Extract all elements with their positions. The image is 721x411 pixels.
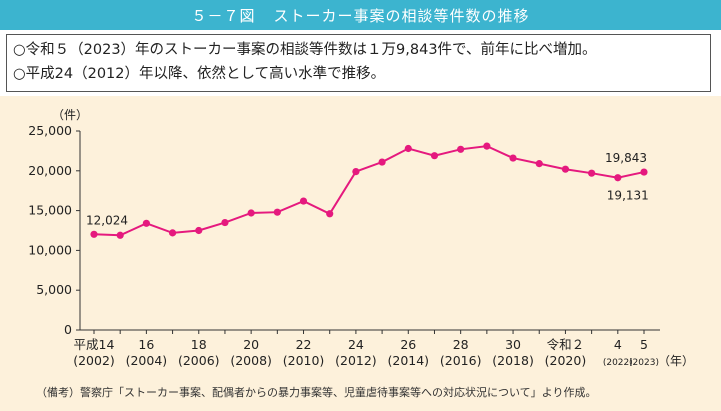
x-tick-label: 30 <box>505 337 521 352</box>
x-tick-label: 5 <box>640 337 648 352</box>
x-tick-sublabel: (2023) <box>629 358 659 368</box>
data-point <box>90 230 98 238</box>
data-label: 19,843 <box>605 151 647 165</box>
data-point <box>116 231 124 239</box>
data-point <box>614 174 622 182</box>
x-tick-label: 令和２ <box>547 337 585 352</box>
data-point <box>457 145 465 153</box>
x-tick-label: 4 <box>614 337 622 352</box>
x-tick-sublabel: (2010) <box>283 353 325 368</box>
data-point <box>273 208 281 216</box>
figure-title: ストーカー事案の相談等件数の推移 <box>273 6 530 25</box>
series-line <box>93 145 645 237</box>
figure-title-bar: ５－７図 ストーカー事案の相談等件数の推移 <box>0 0 721 30</box>
data-label: 19,131 <box>607 189 649 203</box>
x-tick-label: 26 <box>400 337 416 352</box>
data-point <box>483 142 491 150</box>
x-tick-sublabel: (2014) <box>387 353 429 368</box>
y-tick-label: 10,000 <box>28 242 72 257</box>
data-point <box>221 218 229 227</box>
x-tick-label: 18 <box>191 337 207 352</box>
x-tick-sublabel: (2012) <box>335 353 377 368</box>
data-point <box>247 209 255 217</box>
x-tick-sublabel: (2020) <box>545 353 587 368</box>
data-point <box>299 197 308 205</box>
x-tick-label: 24 <box>348 337 364 352</box>
data-point <box>378 158 386 166</box>
data-point <box>588 169 596 177</box>
data-point <box>535 160 543 168</box>
x-tick-sublabel: (2002) <box>73 353 115 368</box>
data-point <box>142 219 150 227</box>
y-tick-label: 20,000 <box>28 163 72 178</box>
data-point <box>640 168 648 176</box>
summary-line-2: ○平成24（2012）年以降、依然として高い水準で推移。 <box>13 66 386 82</box>
data-point <box>168 229 177 237</box>
y-axis-label: （件） <box>52 108 88 122</box>
data-label: 12,024 <box>86 213 128 227</box>
figure-number: ５－７図 <box>191 6 256 25</box>
y-tick-label: 5,000 <box>36 282 72 297</box>
x-tick-sublabel: (2006) <box>178 353 220 368</box>
source-note: （備考）警察庁「ストーカー事案、配偶者からの暴力事案等、児童虐待事案等への対応状… <box>36 386 597 399</box>
x-tick-sublabel: (2018) <box>492 353 534 368</box>
y-tick-label: 25,000 <box>28 123 72 138</box>
x-tick-label: 20 <box>243 337 259 352</box>
chart-background <box>0 96 721 411</box>
summary-box: ○令和５（2023）年のストーカー事案の相談等件数は１万9,843件で、前年に比… <box>6 34 711 92</box>
x-tick-label: 28 <box>453 337 469 352</box>
data-point <box>561 165 570 173</box>
summary-line-1: ○令和５（2023）年のストーカー事案の相談等件数は１万9,843件で、前年に比… <box>13 42 597 58</box>
x-tick-sublabel: (2016) <box>440 353 482 368</box>
x-axis-label: （年） <box>658 354 694 368</box>
data-point <box>326 210 334 218</box>
data-point <box>430 152 439 160</box>
data-point <box>352 167 360 176</box>
x-tick-sublabel: (2004) <box>126 353 168 368</box>
x-tick-label: 22 <box>296 337 312 352</box>
data-point <box>509 154 517 162</box>
x-tick-label: 16 <box>138 337 154 352</box>
y-tick-label: 0 <box>64 322 72 337</box>
line-chart: 05,00010,00015,00020,00025,000（件）平成14(20… <box>28 108 694 368</box>
y-tick-label: 15,000 <box>28 203 72 218</box>
data-point <box>404 144 412 153</box>
x-tick-label: 平成14 <box>74 337 115 352</box>
x-tick-sublabel: (2008) <box>230 353 272 368</box>
x-tick-sublabel: (2022) <box>603 358 633 368</box>
data-point <box>195 226 203 235</box>
